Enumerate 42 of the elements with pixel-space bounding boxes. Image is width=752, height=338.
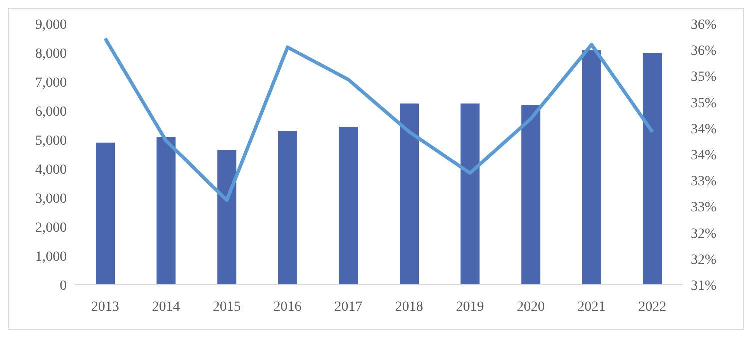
y2-tick-label: 35% xyxy=(691,96,717,112)
x-tick-label: 2016 xyxy=(274,300,302,315)
y-tick-label: 4,000 xyxy=(36,162,67,178)
bar xyxy=(278,131,298,285)
x-tick-label: 2022 xyxy=(638,300,667,315)
line-series xyxy=(104,36,654,202)
y2-tick-label: 36% xyxy=(691,18,717,33)
y2-tick-label: 33% xyxy=(691,200,717,216)
y-tick-label: 0 xyxy=(60,278,67,294)
bar xyxy=(96,142,115,285)
y-tick-label: 7,000 xyxy=(36,76,67,91)
bar xyxy=(582,50,602,285)
y2-tick-label: 31% xyxy=(691,278,717,294)
y-tick-label: 1,000 xyxy=(36,250,67,265)
bar xyxy=(522,105,541,285)
x-tick-label: 2013 xyxy=(91,300,120,315)
y2-tick-label: 35% xyxy=(691,70,717,86)
y2-tick-label: 33% xyxy=(691,174,717,190)
bar xyxy=(400,104,419,285)
x-tick-label: 2021 xyxy=(578,300,606,315)
y2-tick-label: 36% xyxy=(691,44,717,60)
x-tick-label: 2014 xyxy=(152,300,180,315)
bar xyxy=(156,137,176,285)
x-tick-label: 2015 xyxy=(213,300,241,315)
y-tick-label: 8,000 xyxy=(36,46,67,62)
x-tick-label: 2019 xyxy=(456,300,484,315)
bar xyxy=(460,104,480,285)
y2-tick-label: 34% xyxy=(691,122,717,138)
y-tick-label: 5,000 xyxy=(36,134,67,149)
y2-tick-label: 34% xyxy=(691,148,717,164)
y-tick-label: 2,000 xyxy=(36,220,67,236)
x-tick-label: 2018 xyxy=(395,300,424,315)
y2-tick-label: 32% xyxy=(691,252,717,268)
bar xyxy=(218,150,237,285)
x-tick-label: 2017 xyxy=(334,300,363,315)
y-tick-label: 6,000 xyxy=(36,104,67,120)
bar xyxy=(339,126,358,285)
bar xyxy=(643,53,662,285)
y-tick-label: 9,000 xyxy=(36,18,67,33)
y2-tick-label: 32% xyxy=(691,226,717,242)
y-tick-label: 3,000 xyxy=(36,192,67,207)
x-tick-label: 2020 xyxy=(517,300,545,315)
